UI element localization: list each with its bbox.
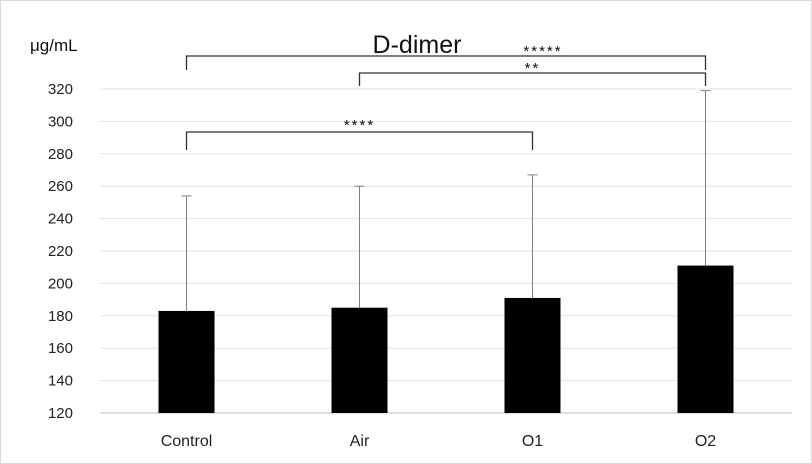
x-category-label: O1 xyxy=(522,433,543,450)
x-axis-labels: Control Air O1 O2 xyxy=(161,433,717,450)
y-tick-label: 240 xyxy=(48,211,73,228)
y-tick-label: 280 xyxy=(48,146,73,163)
bars xyxy=(158,265,734,413)
y-tick-label: 140 xyxy=(48,373,73,390)
bar-air xyxy=(331,307,388,413)
y-tick-label: 220 xyxy=(48,243,73,260)
significance-bracket xyxy=(358,72,707,86)
x-category-label: O2 xyxy=(695,433,716,450)
y-axis-unit-label: μg/mL xyxy=(30,36,78,55)
y-tick-label: 160 xyxy=(48,340,73,357)
significance-label: ***** xyxy=(523,43,562,60)
y-tick-label: 320 xyxy=(48,81,73,98)
y-tick-label: 200 xyxy=(48,275,73,292)
significance-bracket xyxy=(185,131,534,150)
y-tick-label: 300 xyxy=(48,113,73,130)
x-category-label: Control xyxy=(161,433,213,450)
significance-bracket xyxy=(185,55,707,70)
x-category-label: Air xyxy=(350,433,370,450)
y-axis-ticks: 120 140 160 180 200 220 240 260 280 300 320 xyxy=(48,81,73,422)
y-tick-label: 180 xyxy=(48,308,73,325)
bar-control xyxy=(158,310,215,413)
significance-label: ** xyxy=(525,60,541,77)
gridlines xyxy=(100,88,792,414)
error-bars xyxy=(181,90,711,311)
chart-title: D-dimer xyxy=(373,31,462,59)
y-tick-label: 260 xyxy=(48,178,73,195)
bar-o1 xyxy=(504,297,561,413)
significance-brackets: *********** xyxy=(185,43,707,150)
bar-o2 xyxy=(677,265,734,413)
y-tick-label: 120 xyxy=(48,405,73,422)
significance-label: **** xyxy=(344,117,375,134)
